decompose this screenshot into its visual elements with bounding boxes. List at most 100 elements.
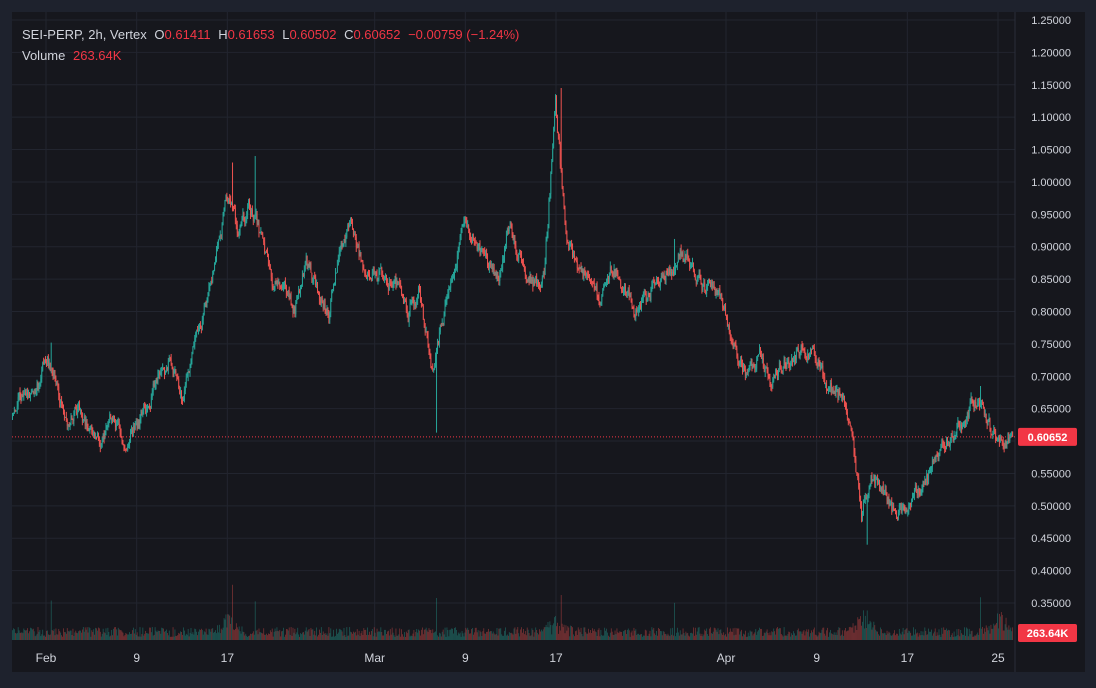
volume-bar	[21, 632, 23, 640]
volume-bar	[726, 636, 727, 640]
candle-body	[53, 373, 55, 376]
candle-body	[571, 243, 573, 249]
volume-bar	[771, 631, 773, 640]
candle-body	[142, 409, 144, 415]
volume-bar	[880, 627, 881, 640]
candle-body	[974, 401, 976, 408]
candle-body	[271, 277, 273, 286]
candle-body	[492, 267, 494, 270]
candle-body	[298, 290, 300, 297]
candle-body	[638, 309, 640, 312]
volume-bar	[314, 630, 316, 640]
candle-body	[721, 293, 723, 299]
candle-body	[297, 296, 299, 300]
volume-bar	[589, 632, 590, 640]
candle-body	[260, 231, 262, 233]
candle-body	[828, 389, 829, 391]
volume-bar	[574, 636, 575, 640]
volume-bar	[634, 630, 636, 640]
volume-bar	[584, 627, 586, 640]
volume-bar	[385, 629, 386, 640]
candle-body	[999, 436, 1001, 442]
candle-body	[218, 236, 220, 240]
volume-bar	[977, 632, 979, 640]
volume-bar	[941, 627, 943, 640]
volume-bar	[613, 634, 615, 640]
time-axis[interactable]: Feb 9 17 Mar 9 17 Apr 9 17 25	[36, 651, 1005, 665]
volume-bar	[527, 629, 529, 640]
candle-body	[816, 364, 818, 367]
candle-body	[769, 378, 771, 384]
volume-bar	[88, 627, 90, 640]
candle-body	[265, 251, 267, 253]
volume-bar	[220, 628, 222, 640]
volume-bar	[538, 634, 539, 640]
volume-bar	[328, 627, 330, 640]
volume-bar	[359, 636, 361, 640]
volume-bar	[793, 631, 794, 640]
volume-bar	[346, 627, 348, 640]
volume-bar	[245, 633, 247, 640]
volume-bar	[523, 634, 525, 640]
volume-bar	[287, 630, 289, 640]
candle-body	[915, 485, 917, 490]
candle-body	[362, 261, 364, 270]
candle-body	[151, 391, 153, 398]
candle-body	[172, 367, 174, 373]
candle-body	[457, 250, 459, 256]
volume-bar	[508, 632, 510, 640]
volume-bar	[323, 633, 325, 640]
candle-body	[282, 286, 284, 288]
candle-body	[336, 272, 337, 274]
candle-body	[349, 221, 351, 227]
candle-body	[473, 238, 475, 242]
candle-body	[135, 423, 137, 425]
volume-bar	[615, 634, 617, 640]
volume-bar	[855, 625, 857, 640]
volume-bar	[310, 627, 312, 640]
volume-bar	[212, 628, 214, 640]
candle-body	[1012, 431, 1014, 437]
volume-bar	[550, 624, 552, 640]
volume-bar	[749, 630, 751, 640]
volume-bar	[933, 631, 935, 640]
volume-bar	[345, 636, 347, 640]
volume-bar	[796, 630, 798, 640]
candle-body	[499, 272, 501, 281]
candle-body	[710, 281, 712, 288]
candle-body	[591, 281, 593, 283]
volume-bar	[86, 627, 88, 640]
volume-bar	[557, 633, 559, 640]
volume-bar	[1012, 627, 1014, 640]
candle-body	[869, 484, 871, 490]
volume-bar	[101, 633, 103, 640]
volume-bar	[888, 631, 890, 640]
candle-body	[456, 255, 458, 269]
candle-body	[606, 281, 607, 283]
volume-bar	[981, 628, 982, 640]
volume-bar	[417, 632, 419, 640]
volume-bar	[602, 635, 604, 640]
candle-body	[145, 407, 147, 413]
candle-body	[232, 202, 233, 209]
candle-body	[182, 399, 183, 401]
volume-bar	[236, 627, 238, 640]
volume-bar	[157, 630, 159, 640]
candle-body	[967, 412, 969, 418]
volume-bar	[614, 630, 616, 640]
volume-bar	[657, 635, 658, 640]
volume-bar	[849, 626, 851, 640]
candle-body	[199, 325, 200, 327]
candle-body	[737, 356, 739, 362]
volume-bar	[798, 631, 800, 640]
candle-body	[650, 290, 652, 300]
volume-bar	[829, 629, 831, 640]
volume-bar	[64, 632, 65, 640]
candle-body	[538, 280, 539, 284]
candle-body	[732, 342, 734, 348]
candle-body	[197, 330, 199, 332]
volume-bar	[732, 628, 734, 640]
candle-body	[165, 371, 166, 375]
